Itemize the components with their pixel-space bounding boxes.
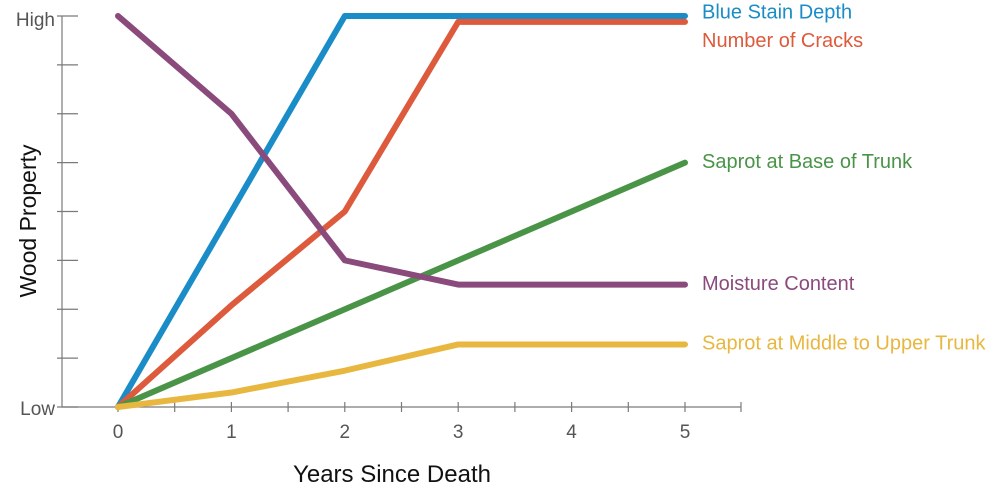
series-label-5: Saprot at Middle to Upper Trunk <box>702 333 986 355</box>
chart-axes <box>57 15 742 412</box>
x-tick-labels: 0 1 2 3 4 5 <box>113 422 691 443</box>
x-tick-label: 3 <box>453 422 464 443</box>
series-labels: Blue Stain Depth Number of Cracks Saprot a… <box>702 1 986 354</box>
series-label-4: Moisture Content <box>702 273 855 295</box>
y-tick-label-low: Low <box>20 399 55 420</box>
x-tick-label: 2 <box>340 422 351 443</box>
series-line-2 <box>115 18 688 410</box>
series-lines <box>115 13 688 410</box>
x-tick-label: 5 <box>680 422 691 443</box>
y-axis-label: Wood Property <box>15 144 41 297</box>
series-label-3: Saprot at Base of Trunk <box>702 151 913 173</box>
x-axis-label: Years Since Death <box>293 461 491 488</box>
series-label-2: Number of Cracks <box>702 30 863 52</box>
series-line-4 <box>115 13 688 288</box>
y-tick-label-high: High <box>16 10 55 31</box>
series-line-1 <box>115 13 688 410</box>
x-tick-label: 0 <box>113 422 124 443</box>
series-label-1: Blue Stain Depth <box>702 1 852 23</box>
series-line-5 <box>115 341 688 410</box>
x-tick-label: 4 <box>566 422 577 443</box>
series-line-3 <box>115 159 688 410</box>
x-tick-label: 1 <box>226 422 237 443</box>
